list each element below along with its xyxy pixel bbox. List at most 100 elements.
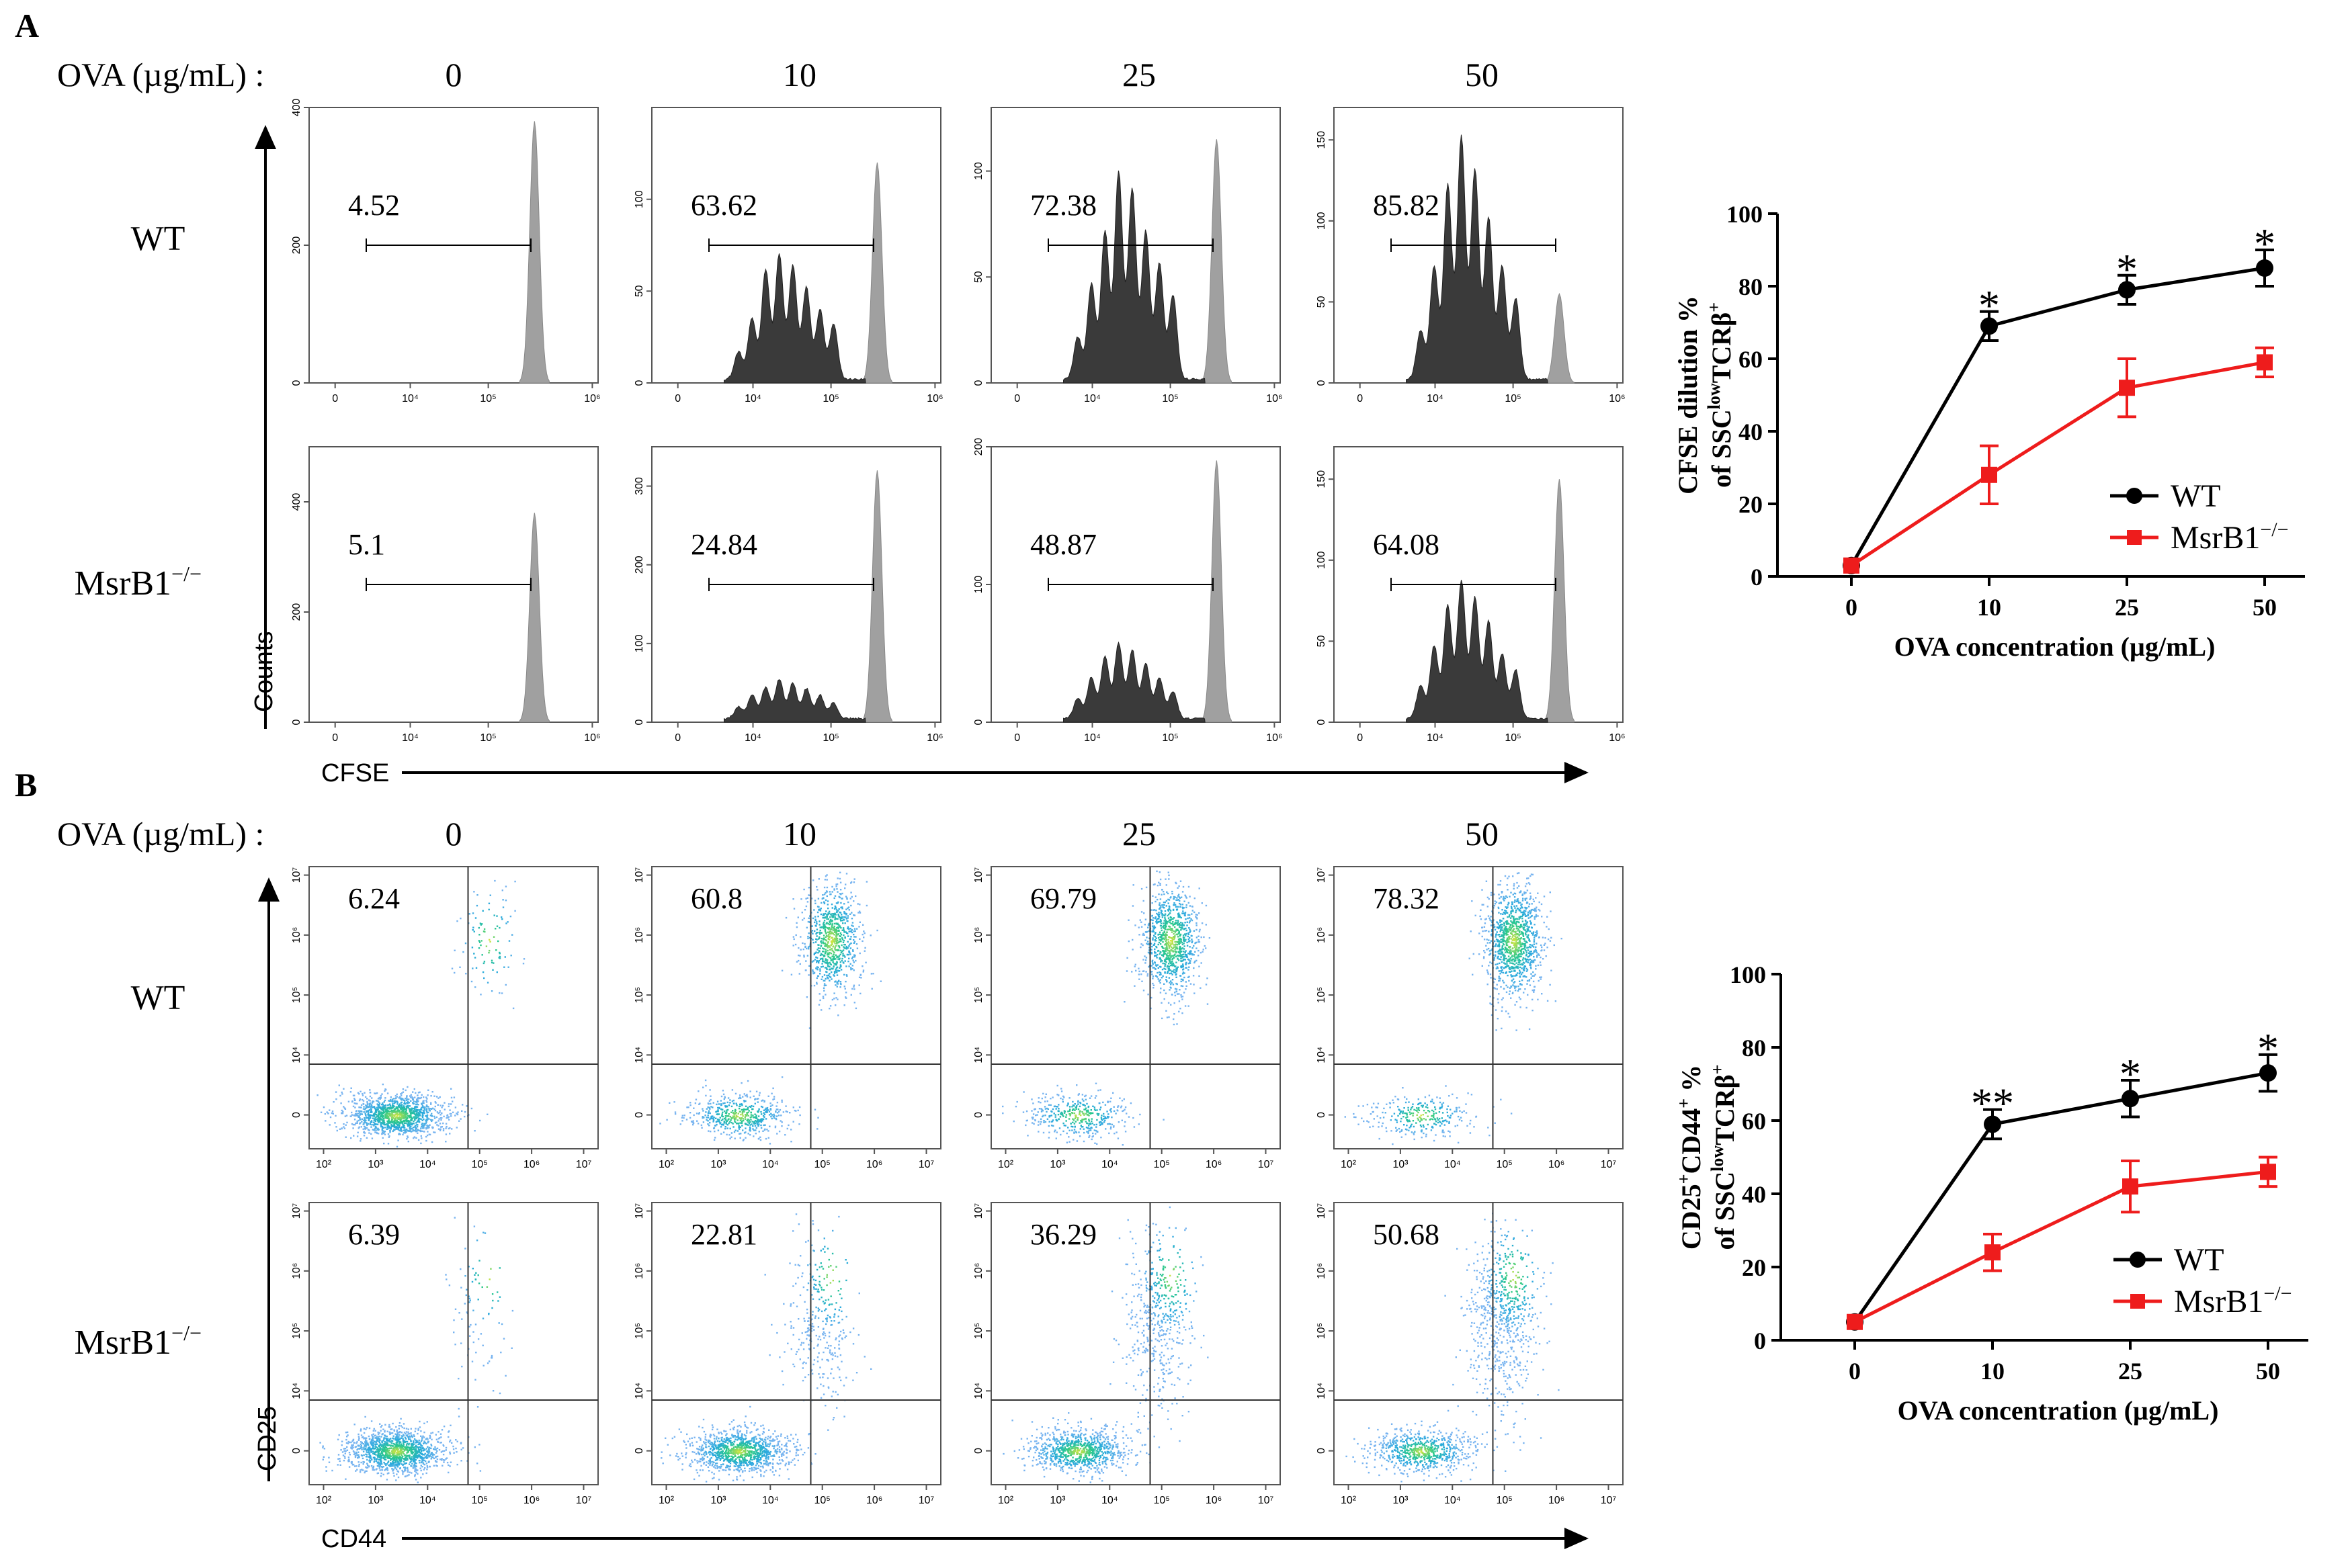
- event-dot: [843, 986, 845, 988]
- event-dot: [401, 1092, 403, 1094]
- event-dot: [1170, 949, 1172, 951]
- event-dot: [1193, 930, 1195, 932]
- event-dot: [355, 1113, 358, 1115]
- event-dot: [821, 940, 823, 942]
- event-dot: [1164, 965, 1166, 967]
- event-dot: [398, 1106, 401, 1108]
- event-dot: [1185, 988, 1187, 990]
- event-dot: [1528, 938, 1530, 941]
- event-dot: [484, 930, 486, 933]
- event-dot: [474, 917, 477, 919]
- event-dot: [817, 975, 820, 977]
- event-dot: [1195, 916, 1197, 918]
- event-dot: [1080, 1114, 1082, 1117]
- event-dot: [843, 973, 845, 976]
- event-dot: [401, 1111, 403, 1113]
- event-dot: [1059, 1116, 1062, 1118]
- event-dot: [837, 958, 839, 960]
- event-dot: [815, 938, 817, 941]
- event-dot: [523, 958, 526, 960]
- event-dot: [821, 966, 823, 968]
- event-dot: [1164, 913, 1167, 915]
- event-dot: [1171, 948, 1174, 950]
- x-tick-label: 10²: [316, 1159, 332, 1170]
- event-dot: [491, 959, 493, 961]
- event-dot: [1042, 1092, 1044, 1095]
- event-dot: [1140, 943, 1142, 945]
- event-dot: [757, 1138, 760, 1140]
- event-dot: [825, 926, 827, 928]
- event-dot: [1205, 904, 1208, 907]
- event-dot: [813, 953, 815, 955]
- event-dot: [1095, 1129, 1097, 1132]
- event-dot: [829, 1005, 832, 1007]
- event-dot: [674, 1111, 677, 1113]
- event-dot: [377, 1127, 379, 1130]
- event-dot: [828, 953, 830, 955]
- event-dot: [1153, 925, 1155, 927]
- event-dot: [419, 1121, 421, 1123]
- event-dot: [755, 1129, 757, 1131]
- event-dot: [1161, 960, 1163, 962]
- event-dot: [357, 1115, 359, 1117]
- event-dot: [1065, 1116, 1067, 1118]
- event-dot: [853, 930, 855, 932]
- event-dot: [398, 1122, 401, 1124]
- event-dot: [413, 1102, 415, 1105]
- event-dot: [1107, 1123, 1109, 1125]
- event-dot: [1078, 1113, 1081, 1116]
- event-dot: [830, 918, 832, 921]
- event-dot: [743, 1108, 745, 1110]
- event-dot: [804, 946, 806, 948]
- event-dot: [805, 905, 808, 908]
- event-dot: [837, 923, 839, 926]
- event-dot: [1071, 1125, 1073, 1128]
- event-dot: [751, 1108, 753, 1110]
- event-dot: [354, 1115, 356, 1117]
- event-dot: [1514, 934, 1516, 936]
- event-dot: [731, 1100, 734, 1102]
- event-dot: [1428, 1094, 1431, 1096]
- event-dot: [367, 1123, 370, 1125]
- event-dot: [1159, 979, 1161, 981]
- event-dot: [840, 906, 842, 909]
- event-dot: [835, 930, 838, 932]
- event-dot: [1090, 1127, 1092, 1129]
- event-dot: [1165, 938, 1167, 940]
- event-dot: [839, 881, 842, 883]
- event-dot: [724, 1122, 726, 1124]
- x-tick-label: 10⁴: [402, 393, 419, 404]
- event-dot: [383, 1142, 385, 1145]
- event-dot: [1069, 1106, 1071, 1108]
- event-dot: [1204, 945, 1206, 947]
- event-dot: [1169, 926, 1171, 928]
- event-dot: [1525, 949, 1527, 952]
- event-dot: [1500, 896, 1502, 898]
- event-dot: [402, 1091, 405, 1093]
- event-dot: [849, 953, 851, 955]
- event-dot: [420, 1111, 422, 1114]
- event-dot: [1124, 1121, 1126, 1123]
- event-dot: [837, 913, 839, 916]
- event-dot: [326, 1111, 328, 1113]
- event-dot: [849, 898, 851, 900]
- event-dot: [1524, 899, 1527, 901]
- event-dot: [765, 1137, 767, 1140]
- event-dot: [746, 1113, 748, 1115]
- event-dot: [739, 1137, 741, 1139]
- event-dot: [827, 962, 829, 964]
- event-dot: [1169, 951, 1171, 953]
- y-tick-label: 300: [634, 477, 645, 495]
- event-dot: [385, 1110, 387, 1113]
- event-dot: [853, 928, 856, 930]
- event-dot: [1510, 959, 1512, 961]
- event-dot: [1166, 957, 1168, 959]
- event-dot: [707, 1123, 709, 1125]
- y-tick-label: 10⁶: [291, 927, 302, 943]
- event-dot: [1114, 1133, 1116, 1135]
- event-dot: [1134, 985, 1136, 987]
- event-dot: [685, 1119, 688, 1121]
- event-dot: [1447, 1130, 1450, 1132]
- event-dot: [1107, 1116, 1109, 1118]
- event-dot: [1175, 941, 1177, 943]
